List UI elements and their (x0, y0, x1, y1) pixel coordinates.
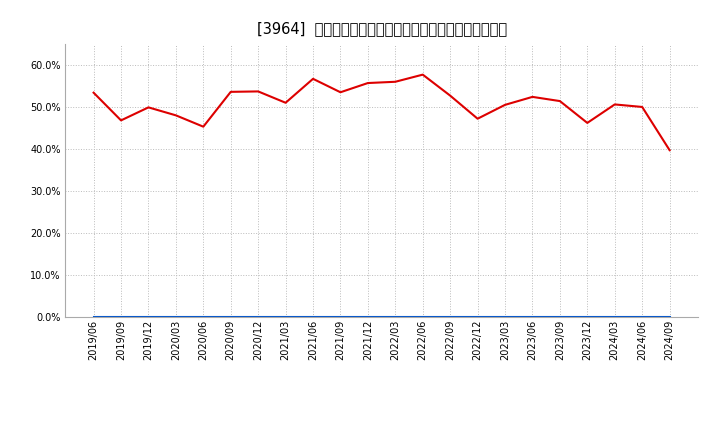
有利子負債 (336, 314, 345, 319)
有利子負債 (500, 314, 509, 319)
有利子負債 (638, 314, 647, 319)
有利子負債 (254, 314, 263, 319)
有利子負債 (171, 314, 180, 319)
有利子負債 (665, 314, 674, 319)
Line: 現預金: 現預金 (94, 75, 670, 150)
現預金 (364, 81, 372, 86)
現預金 (254, 89, 263, 94)
現預金 (528, 94, 537, 99)
現預金 (611, 102, 619, 107)
有利子負債 (199, 314, 207, 319)
有利子負債 (89, 314, 98, 319)
有利子負債 (117, 314, 125, 319)
現預金 (171, 113, 180, 118)
有利子負債 (309, 314, 318, 319)
有利子負債 (556, 314, 564, 319)
有利子負債 (473, 314, 482, 319)
有利子負債 (144, 314, 153, 319)
現預金 (446, 93, 454, 98)
現預金 (117, 118, 125, 123)
現預金 (199, 124, 207, 129)
有利子負債 (391, 314, 400, 319)
現預金 (583, 120, 592, 125)
有利子負債 (418, 314, 427, 319)
現預金 (226, 89, 235, 95)
有利子負債 (583, 314, 592, 319)
有利子負債 (446, 314, 454, 319)
有利子負債 (282, 314, 290, 319)
有利子負債 (611, 314, 619, 319)
現預金 (336, 90, 345, 95)
現預金 (556, 99, 564, 104)
現預金 (89, 90, 98, 95)
現預金 (418, 72, 427, 77)
有利子負債 (528, 314, 537, 319)
現預金 (638, 104, 647, 110)
現預金 (473, 116, 482, 121)
現預金 (309, 76, 318, 81)
現預金 (282, 100, 290, 106)
有利子負債 (364, 314, 372, 319)
現預金 (144, 105, 153, 110)
現預金 (500, 102, 509, 107)
Title: [3964]  現預金、有利子負債の総資産に対する比率の推移: [3964] 現預金、有利子負債の総資産に対する比率の推移 (256, 21, 507, 36)
現預金 (391, 79, 400, 84)
現預金 (665, 147, 674, 153)
有利子負債 (226, 314, 235, 319)
